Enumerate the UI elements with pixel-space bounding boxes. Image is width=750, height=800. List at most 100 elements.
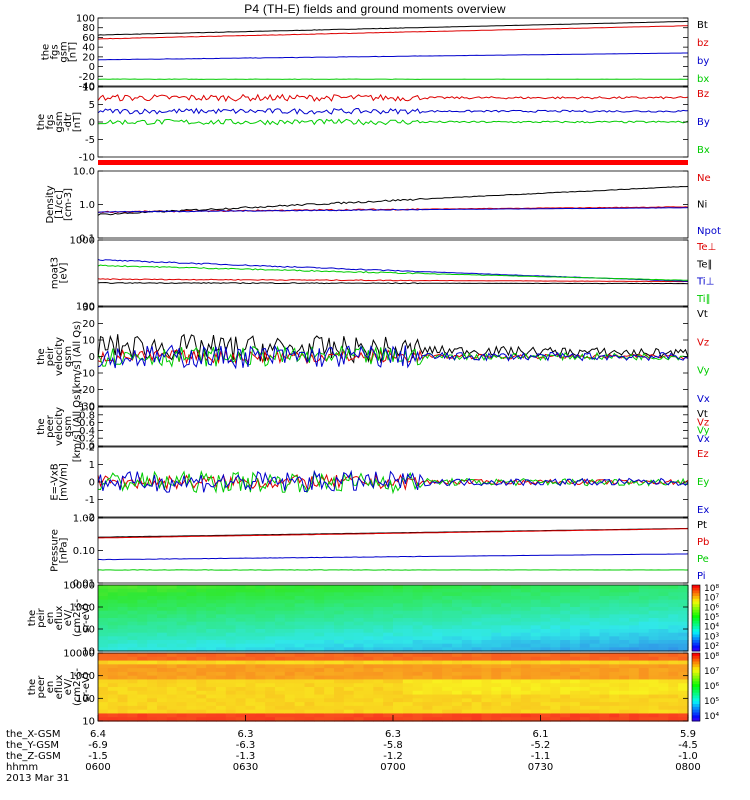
heatmap-cell (265, 675, 276, 681)
heatmap-cell (550, 664, 561, 669)
heatmap-cell (619, 709, 630, 715)
heatmap-cell (196, 653, 207, 658)
heatmap-cell (393, 694, 404, 699)
heatmap-cell (471, 607, 483, 612)
heatmap-cell (275, 636, 286, 641)
heatmap-cell (206, 629, 217, 634)
heatmap-cell (530, 713, 542, 718)
heatmap-cell (589, 687, 601, 692)
heatmap-cell (304, 629, 315, 634)
heatmap-cell (452, 607, 463, 612)
heatmap-cell (658, 694, 669, 699)
heatmap-cell (324, 717, 335, 722)
heatmap-cell (638, 679, 650, 684)
heatmap-cell (668, 592, 679, 597)
heatmap-cell (648, 607, 660, 612)
heatmap-cell (98, 614, 109, 619)
heatmap-cell (668, 683, 679, 688)
heatmap-cell (98, 610, 109, 615)
heatmap-cell (511, 675, 522, 681)
heatmap-cell (412, 599, 424, 604)
heatmap-cell (432, 664, 443, 669)
heatmap-cell (540, 614, 551, 619)
heatmap-cell (373, 687, 384, 692)
heatmap-cell (343, 702, 355, 707)
y-tick-label: 100 (76, 694, 95, 705)
heatmap-cell (570, 588, 581, 593)
heatmap-cell (334, 717, 345, 722)
heatmap-cell (452, 640, 463, 645)
heatmap-cell (422, 690, 433, 696)
heatmap-cell (452, 632, 463, 637)
heatmap-cell (206, 643, 217, 648)
heatmap-cell (127, 610, 138, 615)
heatmap-cell (609, 713, 620, 718)
heatmap-cell (304, 588, 315, 593)
heatmap-cell (343, 656, 355, 662)
heatmap-cell (206, 694, 217, 699)
heatmap-cell (235, 596, 247, 601)
heatmap-cell (530, 709, 542, 715)
colorbar-segment (692, 615, 700, 619)
heatmap-cell (265, 653, 276, 658)
heatmap-cell (432, 679, 443, 684)
heatmap-cell (206, 660, 217, 665)
heatmap-cell (599, 656, 610, 662)
heatmap-cell (206, 599, 217, 604)
heatmap-cell (599, 636, 610, 641)
heatmap-cell (334, 694, 345, 699)
heatmap-cell (117, 668, 129, 673)
heatmap-cell (619, 713, 630, 718)
heatmap-cell (275, 656, 286, 662)
heatmap-cell (363, 625, 374, 630)
heatmap-cell (235, 668, 247, 673)
heatmap-cell (107, 607, 119, 612)
heatmap-cell (353, 698, 365, 703)
y-tick-label: 80 (82, 23, 95, 34)
heatmap-cell (402, 660, 414, 665)
heatmap-cell (570, 687, 581, 692)
heatmap-cell (235, 713, 247, 718)
heatmap-cell (520, 625, 532, 630)
heatmap-cell (157, 705, 168, 711)
heatmap-cell (373, 625, 384, 630)
heatmap-cell (638, 610, 650, 615)
heatmap-cell (442, 596, 453, 601)
heatmap-cell (599, 596, 610, 601)
y-tick-label: 100 (76, 14, 95, 25)
heatmap-cell (432, 668, 443, 673)
heatmap-cell (225, 698, 237, 703)
heatmap-cell (373, 636, 384, 641)
heatmap-cell (275, 717, 286, 722)
heatmap-cell (373, 675, 384, 681)
heatmap-cell (511, 599, 522, 604)
y-label-line: velocity (54, 407, 65, 446)
heatmap-cell (353, 656, 365, 662)
heatmap-cell (619, 592, 630, 597)
heatmap-cell (629, 717, 640, 722)
heatmap-cell (147, 585, 158, 590)
heatmap-cell (98, 717, 109, 722)
heatmap-cell (245, 660, 256, 665)
heatmap-cell (442, 656, 453, 662)
heatmap-cell (393, 668, 404, 673)
heatmap-cell (668, 614, 679, 619)
heatmap-cell (275, 592, 286, 597)
heatmap-cell (314, 656, 325, 662)
y-tick-label: 60 (82, 33, 95, 44)
heatmap-cell (422, 588, 433, 593)
heatmap-cell (589, 585, 601, 590)
heatmap-cell (609, 636, 620, 641)
heatmap-cell (117, 588, 129, 593)
heatmap-cell (284, 625, 296, 630)
heatmap-cell (373, 705, 384, 711)
heatmap-cell (560, 705, 571, 711)
y-tick-label: -20 (79, 385, 95, 396)
heatmap-cell (314, 713, 325, 718)
heatmap-cell (619, 671, 630, 677)
heatmap-cell (432, 603, 443, 608)
heatmap-cell (324, 694, 335, 699)
heatmap-cell (609, 690, 620, 696)
y-label-line: [1/cc] (54, 190, 65, 219)
heatmap-cell (609, 640, 620, 645)
